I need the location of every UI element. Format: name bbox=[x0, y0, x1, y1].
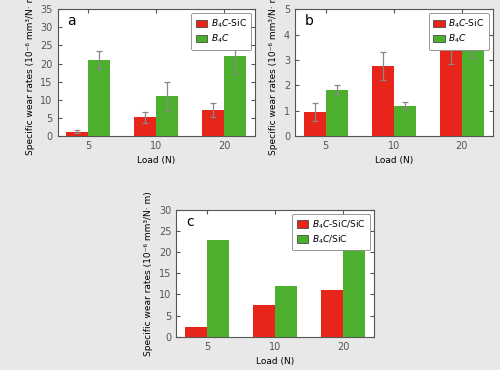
Bar bbox=[275, 286, 297, 337]
Bar bbox=[326, 90, 347, 136]
Bar bbox=[156, 96, 178, 136]
Bar bbox=[185, 327, 207, 337]
Y-axis label: Specific wear rates (10⁻⁶ mm³/N· m): Specific wear rates (10⁻⁶ mm³/N· m) bbox=[26, 0, 35, 155]
Text: b: b bbox=[305, 14, 314, 28]
X-axis label: Load (N): Load (N) bbox=[374, 157, 413, 165]
Legend: $B_4C$-SiC, $B_4C$: $B_4C$-SiC, $B_4C$ bbox=[191, 13, 252, 50]
Bar bbox=[304, 112, 326, 136]
Bar bbox=[253, 305, 275, 337]
Y-axis label: Specific wear rates (10⁻⁶ mm³/N· m): Specific wear rates (10⁻⁶ mm³/N· m) bbox=[144, 191, 154, 356]
Bar bbox=[440, 46, 462, 136]
Bar bbox=[88, 60, 110, 136]
Bar bbox=[372, 66, 394, 136]
Bar bbox=[134, 117, 156, 136]
Bar bbox=[462, 48, 483, 136]
Legend: $B_4C$-SiC, $B_4C$: $B_4C$-SiC, $B_4C$ bbox=[428, 13, 489, 50]
Bar bbox=[394, 105, 415, 136]
Bar bbox=[343, 227, 365, 337]
X-axis label: Load (N): Load (N) bbox=[256, 357, 294, 366]
X-axis label: Load (N): Load (N) bbox=[137, 157, 175, 165]
Bar bbox=[66, 132, 88, 136]
Bar bbox=[224, 56, 246, 136]
Text: a: a bbox=[68, 14, 76, 28]
Y-axis label: Specific wear rates (10⁻⁶ mm³/N· m): Specific wear rates (10⁻⁶ mm³/N· m) bbox=[270, 0, 278, 155]
Bar bbox=[321, 290, 343, 337]
Legend: $B_4C$-SiC/SiC, $B_4C$/SiC: $B_4C$-SiC/SiC, $B_4C$/SiC bbox=[292, 213, 370, 250]
Bar bbox=[207, 239, 229, 337]
Text: c: c bbox=[186, 215, 194, 229]
Bar bbox=[202, 110, 224, 136]
